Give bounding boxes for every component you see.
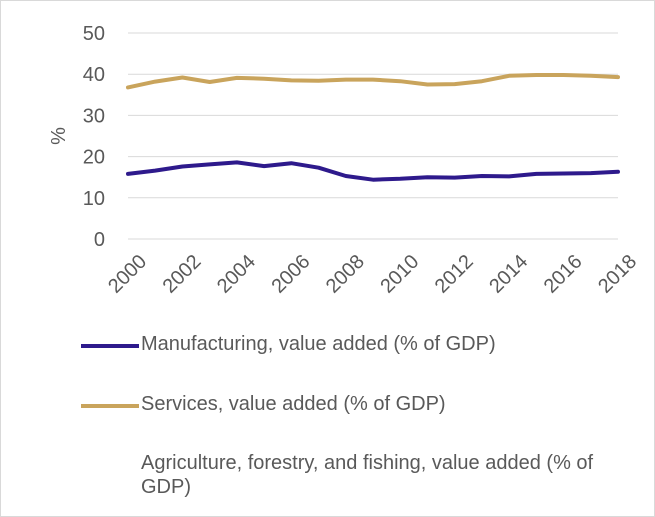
- legend-swatch-services: [81, 404, 139, 408]
- legend-swatch-agriculture: [81, 463, 139, 467]
- y-axis-label: %: [48, 127, 70, 145]
- y-tick-labels: 0 10 20 30 40 50: [83, 23, 105, 251]
- x-tick-label: 2004: [213, 251, 260, 298]
- legend-label-agriculture: Agriculture, forestry, and fishing, valu…: [141, 452, 594, 498]
- x-tick-label: 2008: [322, 251, 369, 298]
- series-line-1: [126, 73, 620, 90]
- legend-label-services: Services, value added (% of GDP): [141, 393, 446, 415]
- x-tick-label: 2012: [431, 251, 478, 298]
- y-tick-label: 30: [83, 105, 105, 127]
- legend-swatch-manufacturing: [81, 344, 139, 348]
- y-tick-label: 20: [83, 147, 105, 169]
- x-tick-label: 2010: [376, 251, 423, 298]
- y-tick-label: 50: [83, 23, 105, 45]
- x-tick-label: 2016: [540, 251, 587, 298]
- legend-label-manufacturing: Manufacturing, value added (% of GDP): [141, 333, 496, 355]
- series-lines: [126, 73, 620, 182]
- x-tick-labels: 2000 2002 2004 2006 2008 2010 2012 2014 2016 2018: [104, 251, 641, 298]
- x-tick-label: 2014: [485, 251, 532, 298]
- y-tick-label: 40: [83, 64, 105, 86]
- series-line-0: [126, 160, 620, 182]
- gridlines: [128, 32, 618, 240]
- x-tick-label: 2002: [159, 251, 206, 298]
- x-tick-label: 2018: [594, 251, 641, 298]
- y-tick-label: 10: [83, 188, 105, 210]
- x-tick-label: 2006: [267, 251, 314, 298]
- x-tick-label: 2000: [104, 251, 151, 298]
- y-tick-label: 0: [94, 229, 105, 251]
